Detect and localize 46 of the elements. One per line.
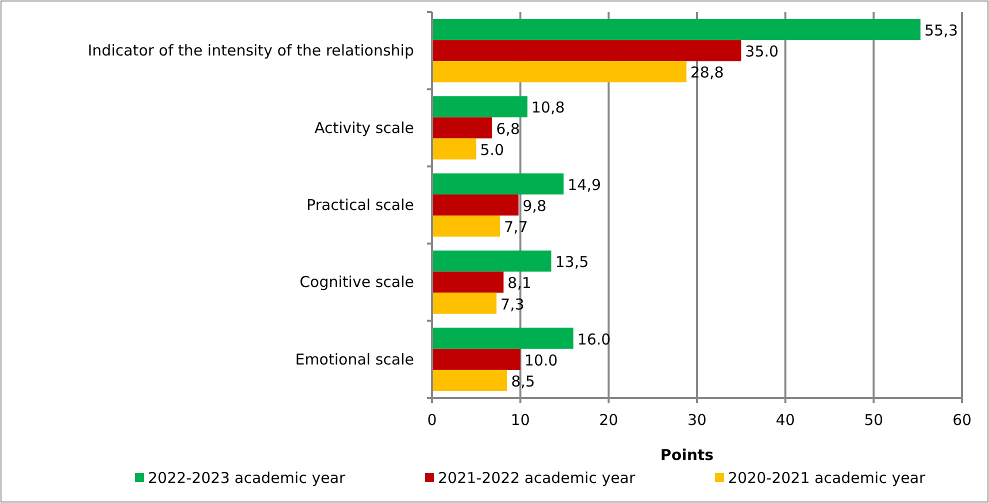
- x-tick-label: 10: [510, 411, 530, 429]
- legend-label: 2022-2023 academic year: [148, 469, 346, 487]
- data-label: 9,8: [522, 197, 546, 215]
- data-label: 16.0: [577, 330, 611, 348]
- data-label: 8,1: [508, 274, 532, 292]
- data-label: 10,8: [531, 98, 565, 117]
- bar: [432, 61, 686, 82]
- data-label: 7,7: [504, 218, 528, 236]
- bar: [432, 96, 528, 118]
- x-tick-label: 50: [864, 411, 884, 429]
- bar: [432, 250, 552, 272]
- y-tick-label: Practical scale: [306, 196, 414, 214]
- data-label: 10.0: [524, 351, 558, 370]
- x-tick-label: 0: [427, 411, 437, 429]
- data-label: 6,8: [496, 120, 520, 138]
- data-label: 8,5: [511, 372, 535, 390]
- x-tick-label: 20: [599, 411, 618, 429]
- bar: [432, 292, 496, 314]
- bar: [432, 370, 508, 392]
- bar: [432, 216, 500, 237]
- bar: [432, 117, 492, 138]
- data-label: 28,8: [690, 64, 724, 82]
- bar: [432, 138, 476, 160]
- x-axis-title: Points: [660, 446, 714, 464]
- x-tick-label: 30: [687, 411, 707, 429]
- data-label: 35.0: [745, 42, 779, 61]
- y-tick-label: Cognitive scale: [300, 273, 414, 292]
- y-tick-label: Emotional scale: [295, 350, 414, 368]
- y-tick-label: Indicator of the intensity of the relationship: [88, 42, 414, 60]
- y-tick-label: Activity scale: [314, 118, 414, 137]
- bar: [432, 173, 564, 194]
- bar: [432, 348, 520, 370]
- bar: [432, 194, 519, 216]
- x-tick-label: 60: [952, 411, 972, 429]
- data-label: 5.0: [480, 140, 504, 159]
- bar: [432, 18, 920, 40]
- data-label: 7,3: [500, 295, 524, 314]
- legend-label: 2020-2021 academic year: [728, 469, 926, 487]
- data-label: 55,3: [924, 22, 958, 40]
- x-tick-label: 40: [776, 411, 795, 429]
- data-label: 13,5: [555, 253, 589, 272]
- bar: [432, 40, 742, 62]
- bar: [432, 328, 574, 349]
- bar: [432, 272, 504, 293]
- legend-label: 2021-2022 academic year: [438, 469, 636, 487]
- data-label: 14,9: [568, 176, 602, 194]
